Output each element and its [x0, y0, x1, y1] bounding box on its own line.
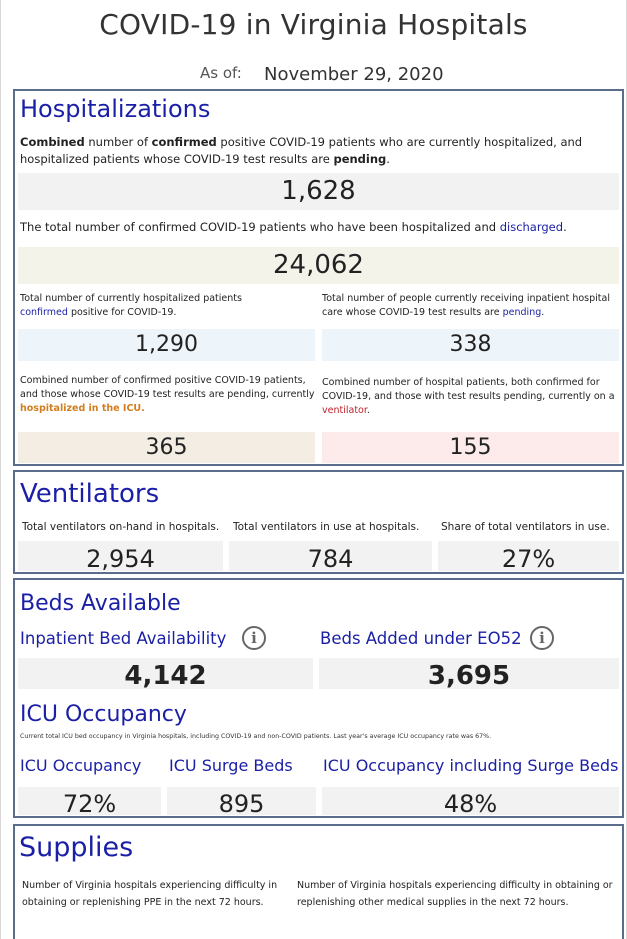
- icu-surge-occupancy-value: 48%: [322, 787, 619, 815]
- other-supplies-description: Number of Virginia hospitals experiencin…: [297, 880, 613, 908]
- icu-occupancy-label: ICU Occupancy: [20, 756, 142, 775]
- supplies-panel: Supplies Number of Virginia hospitals ex…: [13, 824, 624, 939]
- confirmed-description: Total number of currently hospitalized p…: [20, 293, 242, 318]
- beds-added-info-icon[interactable]: i: [530, 626, 554, 650]
- icu-surge-occupancy-label: ICU Occupancy including Surge Beds: [323, 756, 619, 775]
- beds-panel: Beds Available Inpatient Bed Availabilit…: [13, 578, 624, 818]
- icu-surge-label: ICU Surge Beds: [169, 756, 293, 775]
- vent-inuse-value: 784: [229, 541, 432, 571]
- as-of-label: As of:: [200, 64, 242, 82]
- beds-heading: Beds Available: [20, 591, 181, 616]
- inpatient-bed-label: Inpatient Bed Availability: [20, 629, 227, 648]
- icu-occupancy-value: 72%: [18, 787, 161, 815]
- combined-description: Combined number of confirmed positive CO…: [20, 135, 583, 166]
- page-title: COVID-19 in Virginia Hospitals: [99, 8, 528, 41]
- icu-description: Combined number of confirmed positive CO…: [20, 375, 315, 414]
- icu-value: 365: [18, 432, 315, 463]
- beds-added-label: Beds Added under EO52: [320, 629, 522, 648]
- discharged-value: 24,062: [18, 247, 619, 284]
- icu-occupancy-note: Current total ICU bed occupancy in Virgi…: [20, 733, 492, 740]
- pending-description: Total number of people currently receivi…: [322, 293, 610, 318]
- ventilators-heading: Ventilators: [20, 479, 160, 509]
- vent-share-label: Share of total ventilators in use.: [441, 521, 610, 533]
- ventilators-panel: Ventilators Total ventilators on-hand in…: [13, 470, 624, 574]
- ppe-description: Number of Virginia hospitals experiencin…: [22, 880, 278, 908]
- ventilator-value: 155: [322, 432, 619, 463]
- icu-occupancy-heading: ICU Occupancy: [20, 702, 187, 727]
- vent-onhand-label: Total ventilators on-hand in hospitals.: [22, 521, 220, 533]
- icu-surge-value: 895: [167, 787, 316, 815]
- vent-share-value: 27%: [438, 541, 619, 571]
- inpatient-info-icon[interactable]: i: [242, 626, 266, 650]
- pending-value: 338: [322, 329, 619, 361]
- discharged-description: The total number of confirmed COVID-19 p…: [20, 220, 567, 234]
- supplies-heading: Supplies: [19, 832, 134, 863]
- hospitalizations-panel: Hospitalizations Combined number of conf…: [13, 89, 624, 466]
- as-of-date: November 29, 2020: [264, 64, 444, 85]
- beds-added-value: 3,695: [319, 658, 619, 689]
- confirmed-value: 1,290: [18, 329, 315, 361]
- vent-inuse-label: Total ventilators in use at hospitals.: [233, 521, 420, 533]
- hospitalizations-heading: Hospitalizations: [20, 95, 211, 123]
- vent-onhand-value: 2,954: [18, 541, 223, 571]
- inpatient-bed-value: 4,142: [18, 658, 313, 689]
- ventilator-description: Combined number of hospital patients, bo…: [322, 377, 615, 416]
- combined-value: 1,628: [18, 173, 619, 210]
